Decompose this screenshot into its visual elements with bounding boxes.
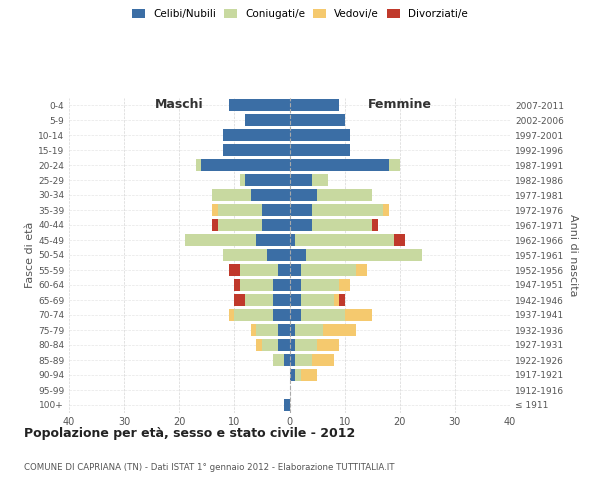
Bar — [245, 294, 273, 306]
Bar — [290, 219, 311, 231]
Bar — [344, 309, 372, 321]
Bar — [256, 234, 290, 246]
Bar — [240, 264, 278, 276]
Bar — [218, 219, 262, 231]
Bar — [278, 324, 290, 336]
Bar — [212, 189, 251, 201]
Bar — [290, 354, 295, 366]
Bar — [212, 219, 218, 231]
Bar — [290, 204, 311, 216]
Bar — [262, 204, 290, 216]
Bar — [334, 294, 339, 306]
Bar — [235, 309, 273, 321]
Bar — [223, 144, 290, 156]
Bar — [290, 294, 301, 306]
Bar — [290, 114, 344, 126]
Bar — [311, 219, 372, 231]
Bar — [245, 174, 290, 186]
Bar — [262, 219, 290, 231]
Bar — [229, 99, 290, 111]
Bar — [301, 369, 317, 381]
Bar — [301, 264, 356, 276]
Bar — [356, 264, 367, 276]
Bar — [394, 234, 405, 246]
Bar — [251, 324, 256, 336]
Text: Maschi: Maschi — [155, 98, 203, 110]
Bar — [235, 279, 240, 291]
Bar — [212, 204, 218, 216]
Bar — [268, 249, 290, 261]
Bar — [290, 234, 295, 246]
Bar — [223, 129, 290, 141]
Bar — [256, 324, 278, 336]
Bar — [273, 294, 290, 306]
Bar — [284, 354, 290, 366]
Bar — [290, 324, 295, 336]
Bar — [202, 159, 290, 171]
Bar — [278, 264, 290, 276]
Bar — [185, 234, 256, 246]
Bar — [389, 159, 400, 171]
Bar — [317, 189, 372, 201]
Bar — [196, 159, 202, 171]
Bar — [301, 309, 344, 321]
Bar — [251, 189, 290, 201]
Bar — [295, 369, 301, 381]
Bar — [290, 174, 311, 186]
Bar — [290, 369, 295, 381]
Bar — [223, 249, 268, 261]
Bar — [290, 99, 339, 111]
Bar — [245, 114, 290, 126]
Bar — [290, 129, 350, 141]
Bar — [284, 399, 290, 411]
Bar — [339, 294, 344, 306]
Y-axis label: Anni di nascita: Anni di nascita — [568, 214, 578, 296]
Bar — [278, 339, 290, 351]
Bar — [290, 339, 295, 351]
Text: COMUNE DI CAPRIANA (TN) - Dati ISTAT 1° gennaio 2012 - Elaborazione TUTTITALIA.I: COMUNE DI CAPRIANA (TN) - Dati ISTAT 1° … — [24, 462, 395, 471]
Bar — [295, 234, 394, 246]
Bar — [240, 279, 273, 291]
Bar — [290, 159, 389, 171]
Bar — [218, 204, 262, 216]
Text: Popolazione per età, sesso e stato civile - 2012: Popolazione per età, sesso e stato civil… — [24, 428, 355, 440]
Bar — [229, 309, 235, 321]
Bar — [290, 144, 350, 156]
Bar — [301, 279, 339, 291]
Bar — [290, 264, 301, 276]
Bar — [240, 174, 245, 186]
Bar — [290, 309, 301, 321]
Bar — [295, 354, 311, 366]
Bar — [229, 264, 240, 276]
Bar — [311, 354, 334, 366]
Bar — [290, 249, 306, 261]
Bar — [295, 339, 317, 351]
Bar — [372, 219, 378, 231]
Bar — [262, 339, 278, 351]
Bar — [256, 339, 262, 351]
Legend: Celibi/Nubili, Coniugati/e, Vedovi/e, Divorziati/e: Celibi/Nubili, Coniugati/e, Vedovi/e, Di… — [128, 5, 472, 24]
Bar — [383, 204, 389, 216]
Bar — [273, 309, 290, 321]
Bar — [311, 174, 328, 186]
Text: Femmine: Femmine — [368, 98, 432, 110]
Bar — [290, 279, 301, 291]
Bar — [235, 294, 245, 306]
Bar — [339, 279, 350, 291]
Bar — [273, 354, 284, 366]
Bar — [301, 294, 334, 306]
Bar — [295, 324, 323, 336]
Bar — [306, 249, 422, 261]
Bar — [311, 204, 383, 216]
Y-axis label: Fasce di età: Fasce di età — [25, 222, 35, 288]
Bar — [290, 189, 317, 201]
Bar — [273, 279, 290, 291]
Bar — [323, 324, 356, 336]
Bar — [317, 339, 339, 351]
